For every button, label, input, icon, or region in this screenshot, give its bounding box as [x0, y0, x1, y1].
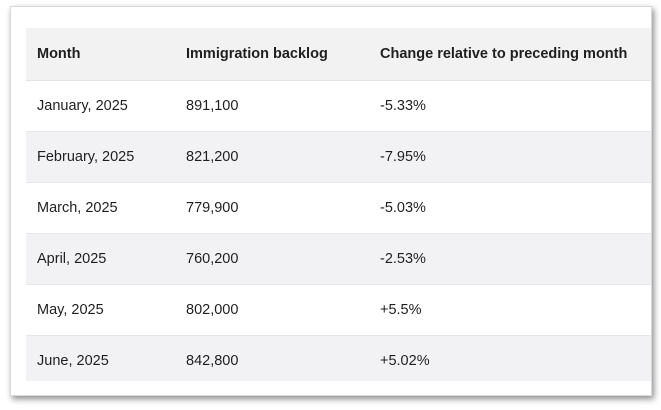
table-row: March, 2025 779,900 -5.03% [26, 182, 651, 234]
table-row: February, 2025 821,200 -7.95% [26, 131, 651, 183]
cell-change: -7.95% [369, 131, 651, 183]
backlog-table: Month Immigration backlog Change relativ… [26, 28, 651, 381]
cell-backlog: 779,900 [175, 182, 369, 234]
table-row: May, 2025 802,000 +5.5% [26, 284, 651, 336]
cell-month: June, 2025 [26, 335, 175, 381]
column-header-month: Month [26, 28, 175, 81]
screenshot-frame: Month Immigration backlog Change relativ… [10, 6, 652, 396]
column-header-backlog: Immigration backlog [175, 28, 369, 81]
table-container: Month Immigration backlog Change relativ… [26, 28, 651, 381]
cell-change: -5.03% [369, 182, 651, 234]
cell-change: +5.5% [369, 284, 651, 336]
cell-change: -5.33% [369, 80, 651, 132]
cell-backlog: 821,200 [175, 131, 369, 183]
cell-month: April, 2025 [26, 233, 175, 285]
cell-month: January, 2025 [26, 80, 175, 132]
cell-backlog: 842,800 [175, 335, 369, 381]
cell-backlog: 891,100 [175, 80, 369, 132]
table-header: Month Immigration backlog Change relativ… [26, 28, 651, 81]
cell-change: -2.53% [369, 233, 651, 285]
cell-backlog: 760,200 [175, 233, 369, 285]
table-row: January, 2025 891,100 -5.33% [26, 80, 651, 132]
table-row: April, 2025 760,200 -2.53% [26, 233, 651, 285]
header-row: Month Immigration backlog Change relativ… [26, 28, 651, 81]
cell-backlog: 802,000 [175, 284, 369, 336]
column-header-change: Change relative to preceding month [369, 28, 651, 81]
cell-month: March, 2025 [26, 182, 175, 234]
cell-change: +5.02% [369, 335, 651, 381]
cell-month: May, 2025 [26, 284, 175, 336]
table-row: June, 2025 842,800 +5.02% [26, 335, 651, 381]
table-body: January, 2025 891,100 -5.33% February, 2… [26, 80, 651, 381]
cell-month: February, 2025 [26, 131, 175, 183]
